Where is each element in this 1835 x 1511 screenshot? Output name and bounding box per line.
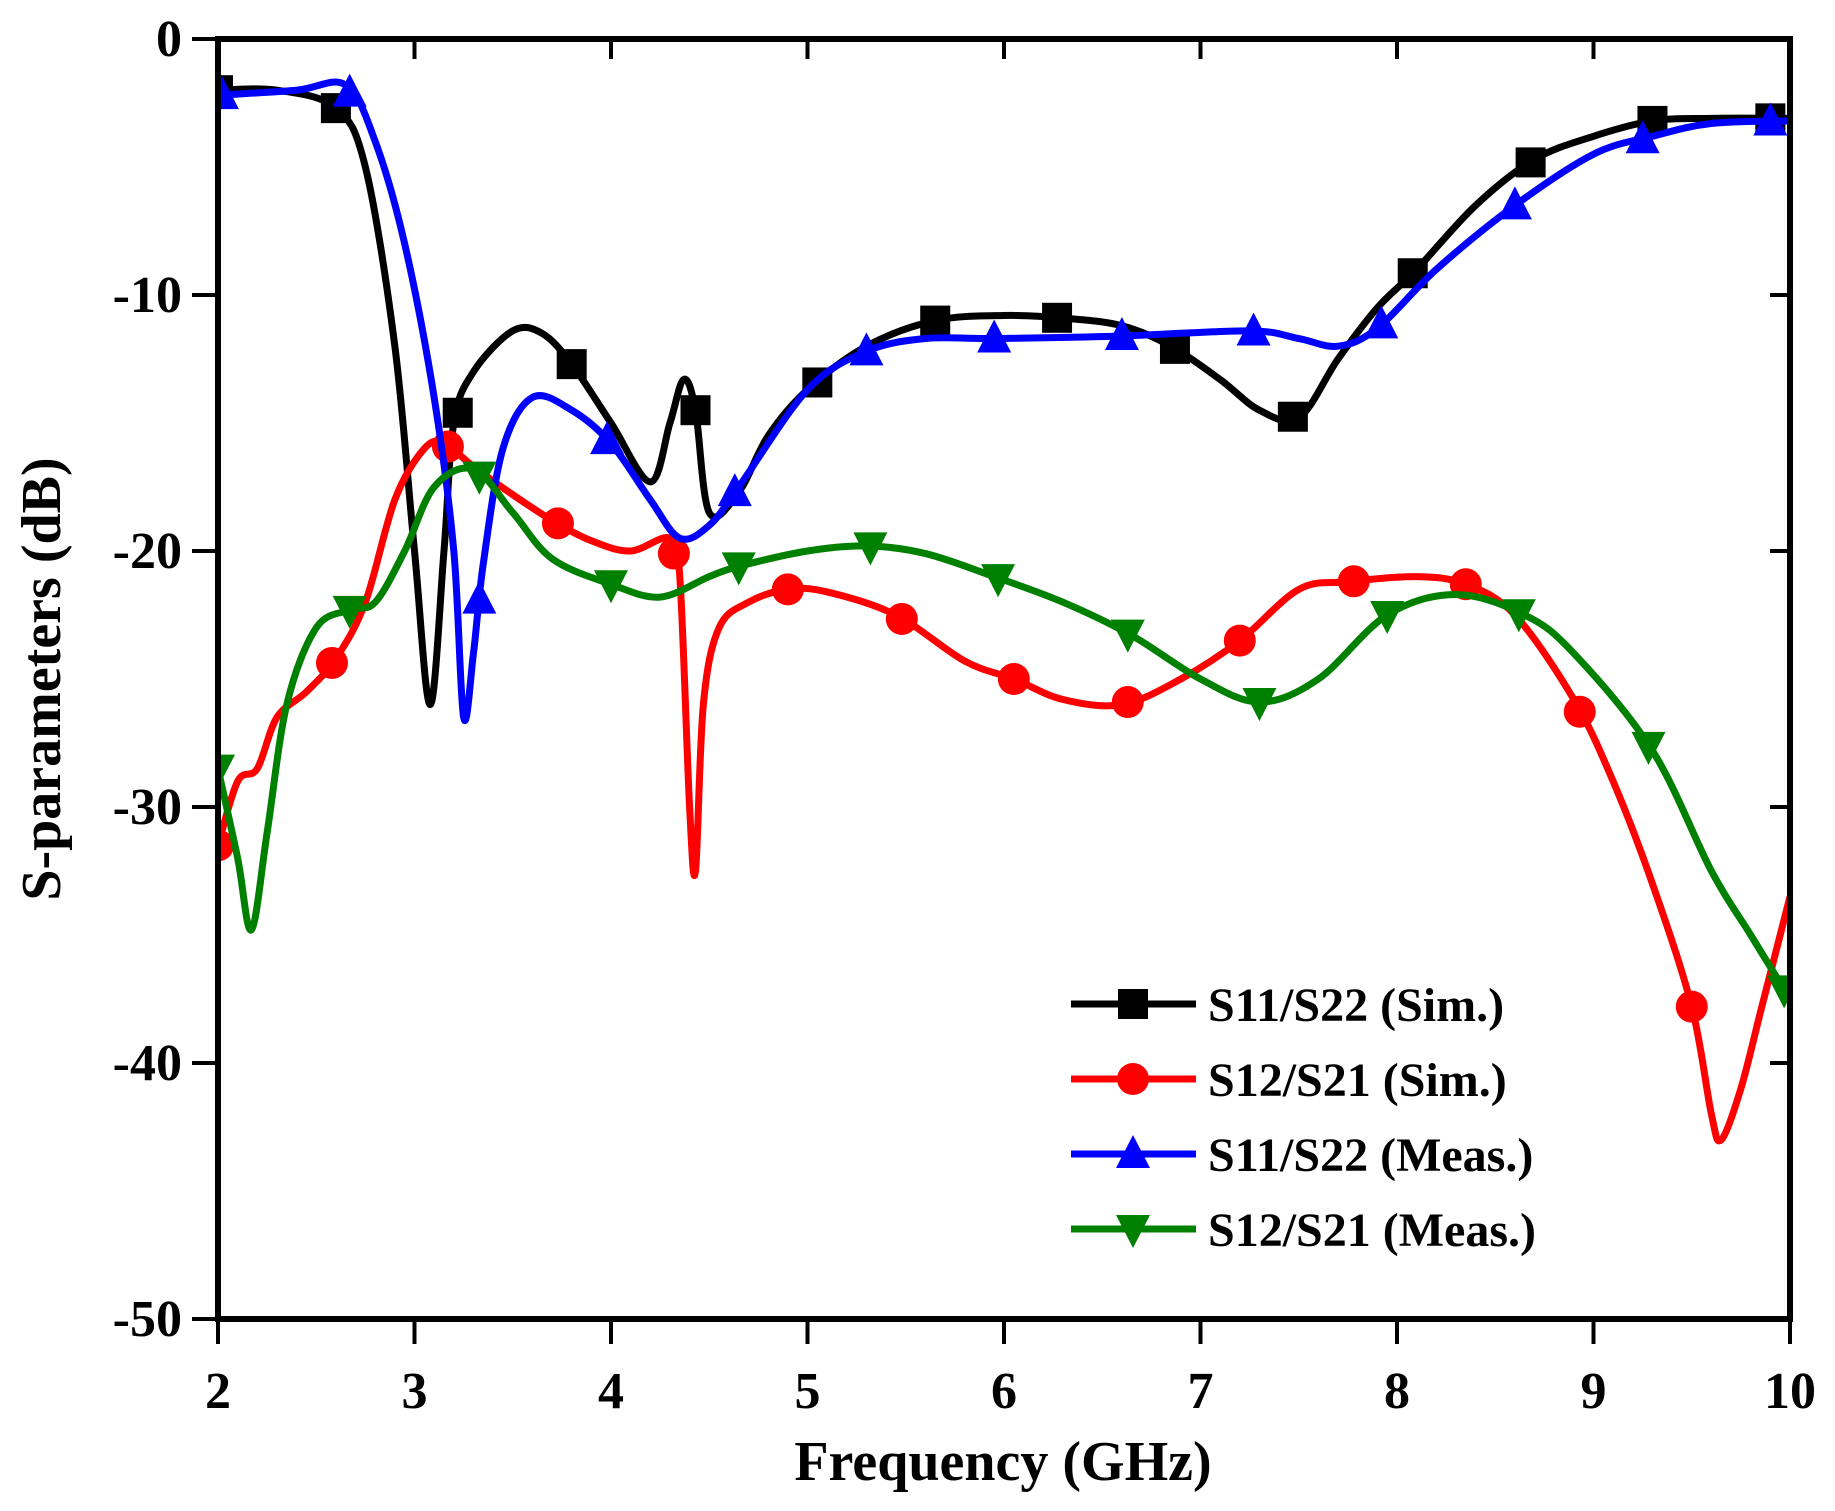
- data-point-marker: [1625, 120, 1660, 154]
- data-point-marker: [1236, 312, 1271, 346]
- x-tick-label: 5: [795, 1363, 821, 1420]
- data-point-marker: [462, 461, 497, 495]
- data-point-marker: [981, 564, 1016, 598]
- series-3: [218, 461, 1790, 1009]
- legend-label: S11/S22 (Meas.): [1208, 1129, 1533, 1182]
- y-tick-label: -40: [113, 1035, 182, 1092]
- data-point-marker: [1767, 975, 1790, 1009]
- data-point-marker: [1277, 401, 1308, 432]
- legend-item: S11/S22 (Sim.): [1071, 979, 1504, 1032]
- data-point-marker: [462, 580, 497, 614]
- data-point-marker: [997, 663, 1030, 695]
- x-tick-label: 9: [1581, 1363, 1607, 1420]
- data-point-marker: [1497, 186, 1532, 220]
- data-point-marker: [1042, 302, 1073, 333]
- data-point-marker: [1223, 624, 1256, 657]
- legend-marker: [1118, 989, 1148, 1019]
- series-2: [218, 73, 1790, 724]
- data-point-marker: [771, 573, 804, 606]
- legend-marker: [1116, 1135, 1150, 1168]
- data-point-marker: [1515, 147, 1546, 178]
- data-point-marker: [1104, 316, 1139, 350]
- series-layer: [218, 73, 1790, 1145]
- data-point-marker: [1110, 619, 1145, 653]
- data-point-marker: [717, 473, 752, 507]
- y-tick-label: 0: [156, 11, 182, 68]
- legend-marker: [1116, 1215, 1150, 1248]
- data-point-marker: [849, 332, 884, 366]
- series-line: [218, 78, 1790, 724]
- data-point-marker: [920, 305, 951, 336]
- data-point-marker: [594, 570, 628, 604]
- x-tick-label: 8: [1384, 1363, 1410, 1420]
- data-point-marker: [1242, 688, 1277, 722]
- data-point-marker: [1753, 102, 1788, 136]
- data-point-marker: [977, 319, 1012, 353]
- x-tick-label: 6: [991, 1363, 1017, 1420]
- series-1: [218, 430, 1790, 1145]
- y-tick-label: -10: [113, 267, 182, 324]
- data-point-marker: [541, 507, 574, 540]
- data-point-marker: [1501, 599, 1536, 633]
- y-axis-label: S-parameters (dB): [11, 457, 73, 900]
- x-tick-label: 3: [402, 1363, 428, 1420]
- data-point-marker: [885, 602, 918, 635]
- data-point-marker: [1159, 333, 1190, 364]
- legend-label: S12/S21 (Meas.): [1208, 1204, 1536, 1257]
- axes: 2 3 4 5 6 7 8 9 10 0 -10 -20 -30 -40 -50: [113, 11, 1816, 1420]
- legend-marker: [1117, 1063, 1149, 1095]
- series-0: [218, 75, 1790, 709]
- data-point-marker: [1563, 695, 1596, 728]
- data-point-marker: [218, 76, 239, 110]
- y-tick-label: -30: [113, 779, 182, 836]
- legend-label: S11/S22 (Sim.): [1208, 979, 1504, 1032]
- x-tick-label: 2: [205, 1363, 231, 1420]
- data-point-marker: [332, 595, 367, 629]
- data-point-marker: [315, 646, 348, 679]
- legend-item: S12/S21 (Sim.): [1071, 1054, 1507, 1107]
- y-tick-label: -50: [113, 1291, 182, 1348]
- data-point-marker: [332, 73, 367, 107]
- data-point-marker: [721, 552, 756, 586]
- legend-label: S12/S21 (Sim.): [1208, 1054, 1507, 1107]
- data-point-marker: [442, 397, 473, 428]
- legend-item: S11/S22 (Meas.): [1071, 1129, 1533, 1182]
- data-point-marker: [680, 395, 711, 426]
- legend: S11/S22 (Sim.) S12/S21 (Sim.) S11/S22 (Mea…: [1071, 979, 1536, 1257]
- x-tick-label: 4: [598, 1363, 624, 1420]
- data-point-marker: [556, 349, 587, 380]
- series-line: [218, 437, 1790, 1145]
- data-point-marker: [590, 421, 625, 455]
- data-point-marker: [1675, 990, 1708, 1023]
- data-point-marker: [218, 754, 235, 788]
- data-point-marker: [1111, 686, 1144, 719]
- data-point-marker: [1631, 731, 1666, 765]
- x-tick-label: 7: [1188, 1363, 1214, 1420]
- data-point-marker: [1337, 565, 1370, 598]
- data-point-marker: [1364, 305, 1399, 339]
- y-tick-label: -20: [113, 523, 182, 580]
- x-tick-label: 10: [1764, 1363, 1816, 1420]
- legend-item: S12/S21 (Meas.): [1071, 1204, 1536, 1257]
- x-axis-label: Frequency (GHz): [794, 1431, 1211, 1493]
- data-point-marker: [1370, 601, 1405, 634]
- data-point-marker: [853, 532, 888, 566]
- data-point-marker: [657, 537, 690, 570]
